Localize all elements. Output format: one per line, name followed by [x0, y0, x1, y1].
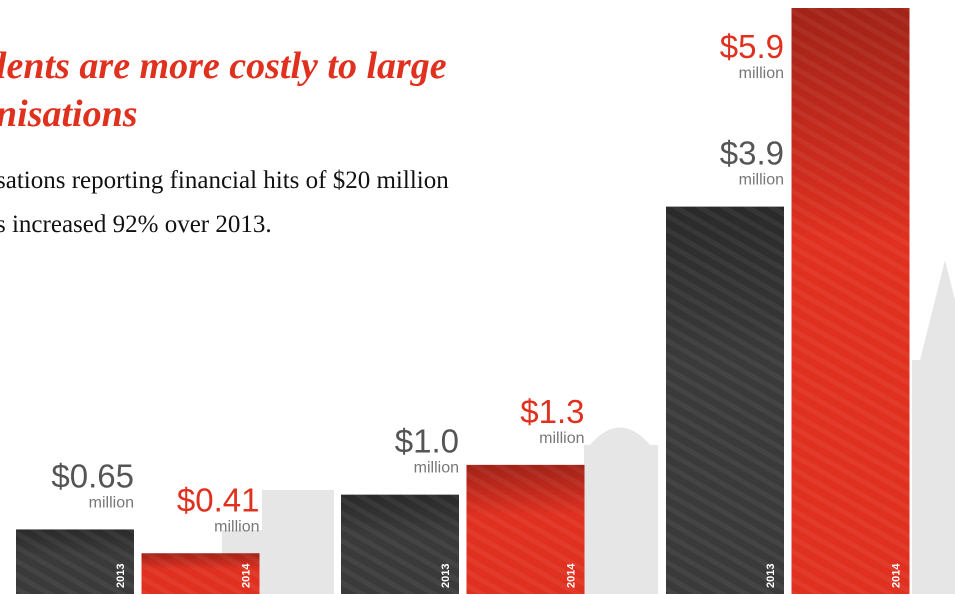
unit-label: million [414, 460, 459, 477]
value-label: $3.9 [720, 135, 784, 172]
series-label: 2014 [241, 563, 253, 588]
bar-stripes [141, 553, 260, 594]
bar-stripes [791, 8, 910, 594]
value-label: $1.3 [520, 393, 584, 430]
value-label: $1.0 [395, 423, 459, 460]
series-label: 2013 [115, 564, 127, 588]
series-label: 2013 [765, 564, 777, 588]
unit-label: million [539, 430, 584, 447]
title-line: lents are more costly to large [0, 45, 447, 87]
unit-label: million [739, 172, 784, 189]
bar-stripes [466, 464, 585, 594]
unit-label: million [89, 494, 134, 511]
bar-stripes [16, 529, 134, 594]
value-label: $0.65 [51, 457, 134, 494]
bar-stripes [666, 206, 784, 594]
series-label: 2014 [891, 563, 903, 588]
value-label: $5.9 [720, 28, 784, 65]
value-label: $0.41 [177, 481, 260, 518]
series-label: 2014 [566, 563, 578, 588]
subtitle-line: sations reporting financial hits of $20 … [0, 167, 449, 194]
subtitle-line: s increased 92% over 2013. [0, 211, 272, 238]
series-label: 2013 [440, 564, 452, 588]
buildings [222, 260, 955, 594]
bar-stripes [341, 494, 459, 594]
title-line: nisations [0, 93, 138, 135]
unit-label: million [739, 65, 784, 82]
unit-label: million [214, 518, 259, 535]
